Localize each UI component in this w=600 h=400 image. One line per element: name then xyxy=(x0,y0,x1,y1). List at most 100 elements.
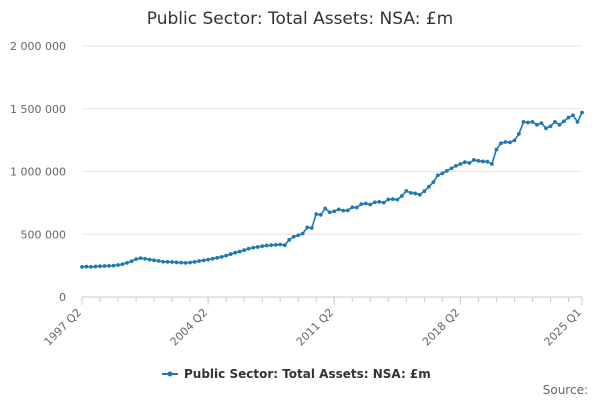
data-point[interactable] xyxy=(98,264,102,269)
data-point[interactable] xyxy=(526,120,530,125)
data-point[interactable] xyxy=(580,110,584,115)
data-point[interactable] xyxy=(192,259,197,264)
data-point[interactable] xyxy=(481,159,485,164)
data-point[interactable] xyxy=(107,263,111,268)
data-point[interactable] xyxy=(332,209,337,214)
data-point[interactable] xyxy=(431,180,436,185)
data-point[interactable] xyxy=(269,243,274,248)
data-point[interactable] xyxy=(517,131,521,136)
data-point[interactable] xyxy=(237,249,242,254)
data-point[interactable] xyxy=(327,210,332,215)
data-point[interactable] xyxy=(368,202,373,207)
data-point[interactable] xyxy=(161,259,165,264)
data-point[interactable] xyxy=(566,115,571,120)
data-point[interactable] xyxy=(345,208,350,213)
data-point[interactable] xyxy=(93,264,98,269)
data-point[interactable] xyxy=(89,264,93,269)
data-point[interactable] xyxy=(134,257,138,261)
data-point[interactable] xyxy=(291,234,296,239)
data-point[interactable] xyxy=(341,208,346,213)
data-point[interactable] xyxy=(210,256,215,261)
data-point[interactable] xyxy=(422,189,427,194)
data-point[interactable] xyxy=(165,259,170,264)
data-point[interactable] xyxy=(381,200,386,205)
data-point[interactable] xyxy=(539,121,544,126)
data-point[interactable] xyxy=(224,253,229,258)
data-point[interactable] xyxy=(183,260,188,265)
data-point[interactable] xyxy=(111,263,116,268)
data-point[interactable] xyxy=(490,162,494,166)
data-point[interactable] xyxy=(228,252,233,256)
data-point[interactable] xyxy=(129,259,134,264)
data-point[interactable] xyxy=(102,264,107,268)
data-point[interactable] xyxy=(260,244,265,249)
data-point[interactable] xyxy=(535,122,539,127)
legend[interactable]: Public Sector: Total Assets: NSA: £m xyxy=(162,367,431,381)
data-point[interactable] xyxy=(138,256,143,260)
data-point[interactable] xyxy=(476,158,481,163)
data-point[interactable] xyxy=(557,122,562,127)
data-point[interactable] xyxy=(282,243,287,248)
data-point[interactable] xyxy=(544,126,548,131)
data-point[interactable] xyxy=(508,140,512,145)
data-point[interactable] xyxy=(372,200,377,205)
data-point[interactable] xyxy=(147,257,152,262)
data-point[interactable] xyxy=(309,226,314,230)
data-point[interactable] xyxy=(363,201,368,206)
data-point[interactable] xyxy=(143,256,147,261)
data-point[interactable] xyxy=(548,124,553,129)
data-point[interactable] xyxy=(197,259,202,263)
data-point[interactable] xyxy=(449,166,454,171)
data-point[interactable] xyxy=(170,260,174,264)
data-point[interactable] xyxy=(485,159,490,164)
data-point[interactable] xyxy=(125,260,129,265)
data-point[interactable] xyxy=(215,255,220,260)
data-point[interactable] xyxy=(571,113,575,118)
data-point[interactable] xyxy=(201,258,206,263)
data-point[interactable] xyxy=(408,190,413,195)
data-point[interactable] xyxy=(453,163,458,168)
data-point[interactable] xyxy=(179,260,184,265)
data-point[interactable] xyxy=(404,189,409,193)
data-point[interactable] xyxy=(296,233,301,238)
data-point[interactable] xyxy=(174,260,179,265)
data-point[interactable] xyxy=(359,202,364,207)
data-point[interactable] xyxy=(219,254,224,259)
data-point[interactable] xyxy=(188,260,193,265)
data-point[interactable] xyxy=(435,173,440,178)
data-point[interactable] xyxy=(116,263,120,267)
data-point[interactable] xyxy=(246,246,251,251)
data-point[interactable] xyxy=(494,147,499,152)
data-point[interactable] xyxy=(377,199,382,204)
data-point[interactable] xyxy=(206,257,211,262)
data-point[interactable] xyxy=(399,194,404,198)
data-point[interactable] xyxy=(323,206,328,211)
data-point[interactable] xyxy=(287,238,292,242)
data-point[interactable] xyxy=(152,258,156,263)
data-point[interactable] xyxy=(305,225,310,230)
data-point[interactable] xyxy=(255,245,260,249)
data-point[interactable] xyxy=(390,197,395,202)
data-point[interactable] xyxy=(233,250,238,255)
data-point[interactable] xyxy=(395,197,400,202)
data-point[interactable] xyxy=(462,160,467,164)
data-point[interactable] xyxy=(80,264,84,269)
data-point[interactable] xyxy=(512,138,517,143)
data-point[interactable] xyxy=(440,171,445,176)
data-point[interactable] xyxy=(251,245,256,250)
data-point[interactable] xyxy=(521,120,526,124)
data-point[interactable] xyxy=(278,242,283,247)
data-point[interactable] xyxy=(562,119,566,124)
data-point[interactable] xyxy=(458,162,463,166)
data-point[interactable] xyxy=(273,243,278,247)
data-point[interactable] xyxy=(336,207,341,212)
data-point[interactable] xyxy=(467,161,472,165)
data-point[interactable] xyxy=(553,120,557,124)
data-point[interactable] xyxy=(499,141,503,146)
data-point[interactable] xyxy=(413,191,418,196)
data-point[interactable] xyxy=(354,205,359,210)
data-point[interactable] xyxy=(350,205,355,210)
data-point[interactable] xyxy=(471,158,476,162)
data-point[interactable] xyxy=(300,231,305,236)
data-point[interactable] xyxy=(120,262,125,267)
